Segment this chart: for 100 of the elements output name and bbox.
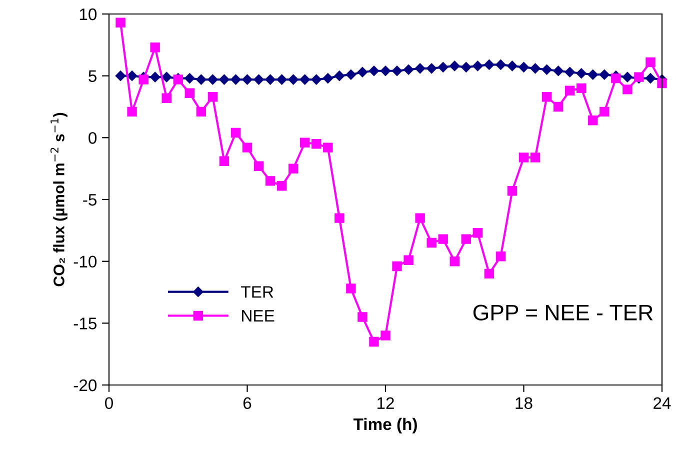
point xyxy=(426,63,437,74)
point xyxy=(611,73,621,84)
point xyxy=(334,70,345,81)
point xyxy=(622,72,633,82)
legend-label: TER xyxy=(241,286,274,298)
point xyxy=(322,73,334,84)
point xyxy=(230,74,241,85)
point xyxy=(392,261,402,272)
point xyxy=(196,74,206,85)
point xyxy=(116,18,126,28)
point xyxy=(496,60,506,70)
point xyxy=(599,69,610,80)
point xyxy=(472,228,483,238)
point xyxy=(184,88,195,98)
point xyxy=(564,86,575,96)
point xyxy=(507,60,518,72)
x-tick-label: 12 xyxy=(378,397,394,409)
y-tick-label: -5 xyxy=(83,194,96,206)
point xyxy=(576,68,586,78)
point xyxy=(219,156,230,166)
point xyxy=(461,234,472,244)
point xyxy=(438,234,448,244)
point xyxy=(426,238,436,248)
point xyxy=(657,78,667,88)
point xyxy=(127,106,137,117)
point xyxy=(588,69,598,80)
x-tick-label: 0 xyxy=(105,397,113,410)
point xyxy=(346,284,356,294)
y-tick-label: 5 xyxy=(88,70,96,82)
point xyxy=(346,69,356,80)
point xyxy=(265,176,276,186)
point xyxy=(484,60,494,70)
point xyxy=(450,60,460,72)
point xyxy=(576,83,586,94)
x-axis-title: Time (h) xyxy=(353,418,417,434)
point xyxy=(472,60,483,72)
point xyxy=(115,70,126,81)
point xyxy=(484,268,494,279)
point xyxy=(450,256,460,266)
y-tick-label: -10 xyxy=(74,256,97,268)
point xyxy=(230,128,241,138)
point xyxy=(254,74,264,85)
point xyxy=(312,138,322,149)
x-tick-label: 18 xyxy=(516,397,532,410)
point xyxy=(530,63,540,74)
point xyxy=(368,66,380,76)
point xyxy=(403,64,414,75)
point xyxy=(288,74,298,85)
x-tick-label: 24 xyxy=(654,397,671,409)
point xyxy=(150,72,160,82)
point xyxy=(496,252,506,262)
point xyxy=(276,74,287,85)
y-tick-label: 10 xyxy=(80,8,97,20)
point xyxy=(380,330,390,340)
point xyxy=(530,152,540,162)
point xyxy=(242,74,252,85)
point xyxy=(438,62,448,72)
y-axis-title: CO₂ flux (µmol m$^{−2}$ s$^{−1}$) xyxy=(50,112,68,286)
y-tick-label: -20 xyxy=(74,379,97,392)
point xyxy=(323,142,333,152)
y-tick-label: 0 xyxy=(88,132,97,144)
point xyxy=(196,106,206,117)
point xyxy=(208,74,218,85)
y-tick-label: -15 xyxy=(74,318,96,330)
point xyxy=(150,42,160,52)
point xyxy=(564,67,575,78)
point xyxy=(334,213,344,223)
point xyxy=(276,181,287,191)
point xyxy=(622,84,632,94)
point xyxy=(404,255,414,265)
point xyxy=(600,106,610,117)
legend-label: NEE xyxy=(242,310,274,322)
point xyxy=(288,164,298,174)
annotation: GPP = NEE - TER xyxy=(473,304,653,320)
point xyxy=(380,66,391,76)
point xyxy=(300,138,310,148)
point xyxy=(542,92,552,102)
point xyxy=(415,213,425,223)
point xyxy=(254,161,264,171)
point xyxy=(507,186,518,196)
point xyxy=(184,73,195,84)
point xyxy=(646,57,656,68)
point xyxy=(518,152,529,162)
point xyxy=(161,72,172,82)
point xyxy=(300,74,310,85)
point xyxy=(357,67,368,78)
point xyxy=(208,92,218,102)
x-tick-label: 6 xyxy=(243,397,252,410)
point xyxy=(461,62,472,72)
point xyxy=(242,142,252,152)
point xyxy=(518,62,529,72)
point xyxy=(265,74,276,85)
point xyxy=(369,336,379,347)
point xyxy=(219,74,230,85)
point xyxy=(311,74,322,85)
point xyxy=(126,70,138,81)
point xyxy=(553,66,564,76)
point xyxy=(645,73,656,84)
point xyxy=(542,64,552,75)
point xyxy=(553,102,564,112)
